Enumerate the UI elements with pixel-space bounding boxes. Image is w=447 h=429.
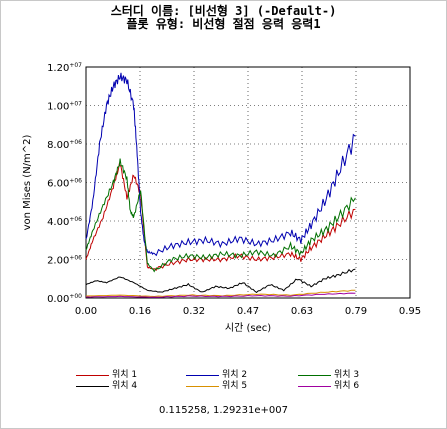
cursor-readout: 0.115258, 1.29231e+007 (158, 405, 289, 416)
series-line-6 (85, 292, 356, 298)
legend-label: 위치 3 (334, 370, 360, 380)
chart-legend: 위치 1 위치 2 위치 3 위치 4 위치 5 위치 6 (76, 370, 376, 394)
legend-label: 위치 1 (112, 370, 138, 380)
chart-title-plot-type: 플롯 유형: 비선형 절점 응력 응력1 (126, 17, 321, 31)
y-tick-label: 1.20+07 (47, 62, 82, 74)
y-tick-label: 8.00+06 (47, 139, 82, 151)
x-tick-label: 0.79 (345, 306, 367, 317)
legend-swatch (186, 375, 219, 376)
legend-label: 위치 5 (222, 381, 248, 391)
y-tick-label: 1.00+07 (47, 101, 82, 113)
y-tick-label: 0.00+00 (47, 293, 82, 305)
legend-swatch (76, 375, 109, 376)
x-axis-label: 시간 (sec) (225, 322, 271, 334)
legend-label: 위치 4 (112, 381, 138, 391)
legend-swatch (298, 386, 331, 387)
x-tick-label: 0.63 (291, 306, 313, 317)
y-tick-label: 4.00+06 (47, 216, 82, 228)
series-line-4 (85, 268, 356, 294)
series-line-3 (85, 158, 356, 273)
y-tick-label: 2.00+06 (47, 255, 82, 267)
legend-label: 위치 2 (222, 370, 248, 380)
legend-label: 위치 6 (334, 381, 360, 391)
legend-swatch (298, 375, 331, 376)
x-tick-label: 0.00 (75, 306, 97, 317)
legend-swatch (186, 386, 219, 387)
series-line-2 (85, 72, 356, 257)
x-tick-label: 0.47 (237, 306, 259, 317)
line-chart: 0.00 0.16 0.32 0.47 0.63 0.79 0.95 0.00+00 2.00+… (22, 62, 421, 334)
chart-title-study: 스터디 이름: [비선형 3] (-Default-) (110, 4, 337, 18)
x-tick-label: 0.95 (399, 306, 421, 317)
legend-swatch (76, 386, 109, 387)
x-tick-label: 0.32 (183, 306, 205, 317)
y-axis-label: von Mises (N/m^2) (22, 134, 33, 230)
y-tick-label: 6.00+06 (47, 178, 82, 190)
x-tick-label: 0.16 (129, 306, 151, 317)
